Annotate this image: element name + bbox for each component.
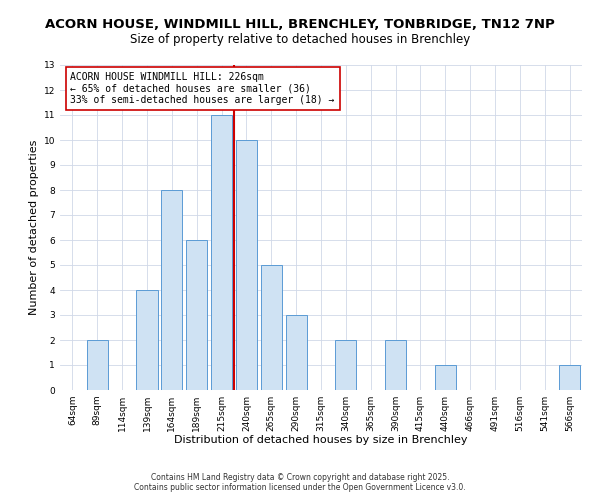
Y-axis label: Number of detached properties: Number of detached properties bbox=[29, 140, 40, 315]
Text: Contains HM Land Registry data © Crown copyright and database right 2025.: Contains HM Land Registry data © Crown c… bbox=[151, 474, 449, 482]
Bar bbox=[186, 240, 207, 390]
Bar bbox=[335, 340, 356, 390]
Text: Size of property relative to detached houses in Brenchley: Size of property relative to detached ho… bbox=[130, 32, 470, 46]
X-axis label: Distribution of detached houses by size in Brenchley: Distribution of detached houses by size … bbox=[174, 436, 468, 446]
Bar bbox=[211, 115, 232, 390]
Bar bbox=[261, 265, 282, 390]
Text: ACORN HOUSE, WINDMILL HILL, BRENCHLEY, TONBRIDGE, TN12 7NP: ACORN HOUSE, WINDMILL HILL, BRENCHLEY, T… bbox=[45, 18, 555, 30]
Bar bbox=[435, 365, 456, 390]
Bar bbox=[87, 340, 108, 390]
Bar bbox=[136, 290, 158, 390]
Bar bbox=[559, 365, 580, 390]
Bar bbox=[286, 315, 307, 390]
Bar bbox=[236, 140, 257, 390]
Bar bbox=[385, 340, 406, 390]
Text: Contains public sector information licensed under the Open Government Licence v3: Contains public sector information licen… bbox=[134, 484, 466, 492]
Bar bbox=[161, 190, 182, 390]
Text: ACORN HOUSE WINDMILL HILL: 226sqm
← 65% of detached houses are smaller (36)
33% : ACORN HOUSE WINDMILL HILL: 226sqm ← 65% … bbox=[70, 72, 335, 104]
